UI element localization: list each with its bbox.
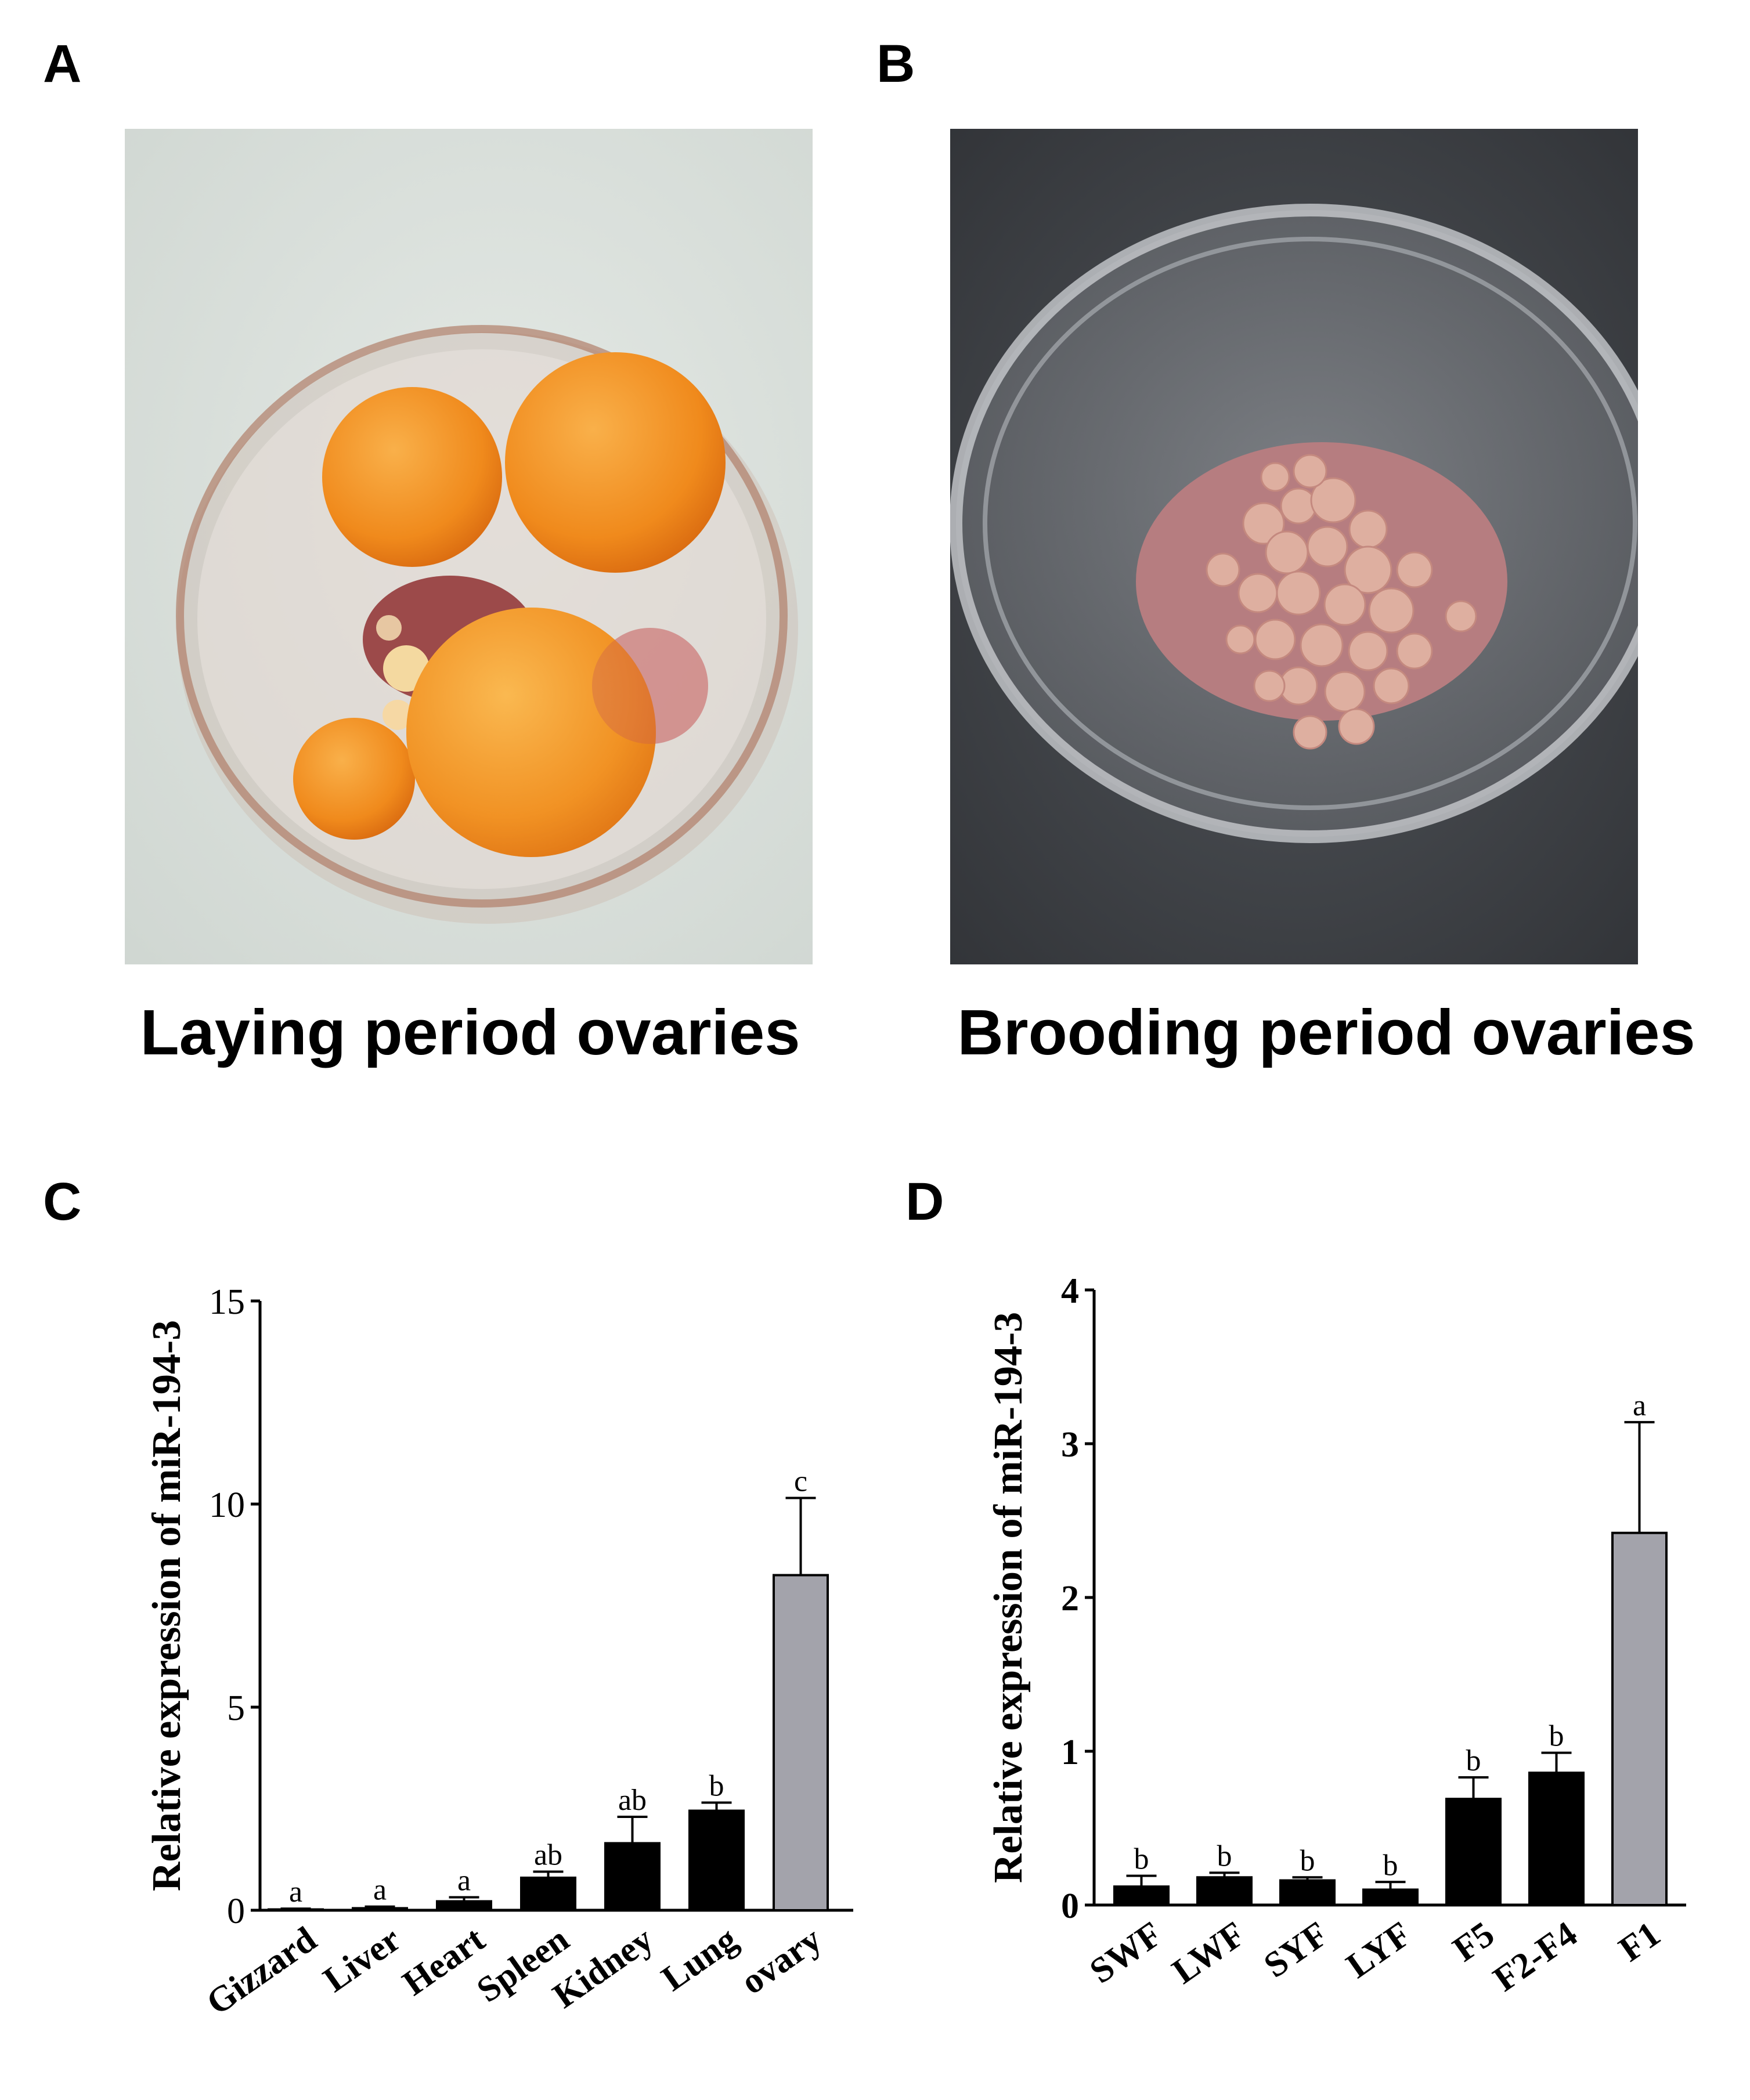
panel-c-letter: C [43, 1172, 82, 1231]
chart-c-significance-letter: c [794, 1465, 807, 1498]
chart-c-bar [520, 1877, 576, 1911]
chart-c-bar [604, 1842, 661, 1911]
panel-a-caption: Laying period ovaries [140, 997, 800, 1068]
chart-c-category-label: ovary [734, 1920, 828, 2003]
chart-d-y-tick-label: 2 [1061, 1579, 1079, 1618]
chart-c-category-label: Liver [316, 1920, 407, 2000]
chart-c-y-tick-label: 5 [227, 1689, 245, 1728]
chart-d-follicle-expression: 0 1 2 3 4 Relative expression of miR-194-3 b SW… [986, 1271, 1686, 1999]
chart-c-bar [352, 1907, 408, 1911]
chart-d-significance-letter: b [1300, 1844, 1315, 1877]
chart-c-significance-letter: b [709, 1770, 724, 1803]
chart-c-y-tick-label: 10 [209, 1485, 245, 1525]
chart-c-significance-letter: a [457, 1864, 471, 1897]
chart-c-significance-letter: a [373, 1874, 387, 1907]
panel-b-letter: B [876, 34, 915, 93]
panel-b-caption: Brooding period ovaries [957, 997, 1695, 1068]
chart-d-category-label: F1 [1612, 1914, 1667, 1969]
chart-d-bar [1445, 1798, 1502, 1906]
chart-d-bar [1279, 1879, 1336, 1907]
chart-c-significance-letter: ab [534, 1839, 562, 1872]
chart-d-significance-letter: b [1134, 1843, 1149, 1876]
chart-d-bar [1362, 1888, 1419, 1906]
chart-d-bar [1611, 1531, 1668, 1906]
chart-d-category-label: SYF [1257, 1914, 1336, 1986]
chart-d-significance-letter: b [1549, 1720, 1564, 1753]
chart-d-category-label: SWF [1083, 1914, 1169, 1991]
chart-d-bar [1196, 1876, 1253, 1907]
chart-d-category-label: F2-F4 [1486, 1914, 1585, 2000]
laying-period-ovaries-photo [125, 129, 813, 964]
chart-c-y-tick-label: 15 [209, 1282, 245, 1322]
chart-d-y-tick-label: 4 [1061, 1271, 1079, 1311]
panel-d-letter: D [905, 1172, 944, 1231]
chart-c-significance-letter: a [289, 1875, 302, 1909]
chart-d-y-tick-label: 1 [1061, 1733, 1079, 1772]
chart-c-y-tick-label: 0 [227, 1892, 245, 1931]
chart-d-significance-letter: a [1633, 1389, 1646, 1422]
panel-a-letter: A [43, 34, 82, 93]
chart-d-significance-letter: b [1383, 1849, 1398, 1882]
chart-d-bar [1528, 1772, 1585, 1907]
chart-d-significance-letter: b [1217, 1839, 1232, 1873]
chart-c-y-axis-label: Relative expression of miR-194-3 [145, 1320, 189, 1891]
chart-d-y-tick-label: 3 [1061, 1425, 1079, 1465]
chart-c-bar [773, 1574, 829, 1911]
chart-c-bar [436, 1900, 492, 1912]
chart-c-category-label: Heart [396, 1920, 492, 2004]
chart-d-category-label: LWF [1165, 1914, 1252, 1991]
chart-d-category-label: F5 [1446, 1914, 1501, 1969]
chart-c-bar [688, 1809, 745, 1911]
brooding-period-ovaries-photo [950, 129, 1638, 964]
chart-c-category-label: Lung [655, 1920, 745, 1999]
chart-d-y-axis-label: Relative expression of miR-194-3 [986, 1312, 1031, 1883]
chart-d-bar [1113, 1885, 1170, 1906]
chart-c-significance-letter: ab [618, 1784, 647, 1817]
chart-c-category-label: Gizzard [200, 1920, 324, 2023]
chart-d-category-label: LYF [1340, 1914, 1419, 1986]
chart-d-y-tick-label: 0 [1061, 1886, 1079, 1926]
chart-d-significance-letter: b [1466, 1744, 1481, 1777]
